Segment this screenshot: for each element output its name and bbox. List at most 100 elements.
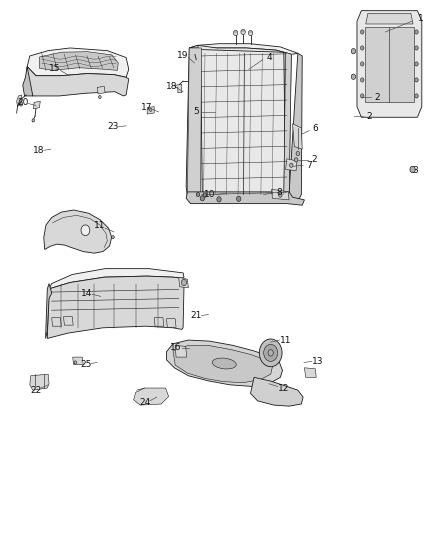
Circle shape xyxy=(203,193,207,197)
Text: 16: 16 xyxy=(170,343,182,352)
Polygon shape xyxy=(293,124,302,149)
Text: 23: 23 xyxy=(107,123,119,131)
Circle shape xyxy=(410,166,415,173)
Circle shape xyxy=(290,163,293,167)
Polygon shape xyxy=(147,107,154,114)
Circle shape xyxy=(264,344,278,361)
Polygon shape xyxy=(64,317,73,325)
Text: 1: 1 xyxy=(417,14,424,22)
Text: 7: 7 xyxy=(306,161,312,169)
Text: 18: 18 xyxy=(33,146,44,155)
Circle shape xyxy=(415,62,418,66)
Circle shape xyxy=(237,196,241,201)
Polygon shape xyxy=(175,84,182,93)
Polygon shape xyxy=(134,388,169,405)
Text: 24: 24 xyxy=(139,399,150,407)
Polygon shape xyxy=(17,95,22,107)
Polygon shape xyxy=(286,159,297,171)
Circle shape xyxy=(415,94,418,98)
Circle shape xyxy=(81,225,90,236)
Circle shape xyxy=(196,192,200,197)
Polygon shape xyxy=(179,277,188,288)
Polygon shape xyxy=(44,210,112,253)
Text: 6: 6 xyxy=(312,125,318,133)
Circle shape xyxy=(248,30,253,36)
Polygon shape xyxy=(25,67,129,96)
Polygon shape xyxy=(27,48,129,77)
Polygon shape xyxy=(46,284,52,338)
Text: 11: 11 xyxy=(280,336,291,344)
Polygon shape xyxy=(47,276,184,338)
Circle shape xyxy=(241,29,245,35)
Circle shape xyxy=(360,30,364,34)
Polygon shape xyxy=(186,45,198,200)
Ellipse shape xyxy=(212,358,236,369)
Circle shape xyxy=(360,62,364,66)
Circle shape xyxy=(294,158,298,162)
Polygon shape xyxy=(73,357,83,365)
Text: 4: 4 xyxy=(266,53,272,61)
Text: 21: 21 xyxy=(191,311,202,320)
Polygon shape xyxy=(189,44,298,54)
Circle shape xyxy=(360,46,364,50)
Polygon shape xyxy=(52,318,61,326)
Text: 18: 18 xyxy=(166,82,177,91)
Circle shape xyxy=(351,49,356,54)
Text: 19: 19 xyxy=(177,51,189,60)
Circle shape xyxy=(181,279,187,286)
Circle shape xyxy=(360,94,364,98)
Circle shape xyxy=(259,339,282,367)
Polygon shape xyxy=(304,368,316,377)
Polygon shape xyxy=(187,48,201,198)
Polygon shape xyxy=(166,319,176,327)
Text: 14: 14 xyxy=(81,289,92,297)
Text: 3: 3 xyxy=(412,166,418,175)
Polygon shape xyxy=(284,52,291,198)
Circle shape xyxy=(74,361,77,364)
Polygon shape xyxy=(175,345,187,357)
Polygon shape xyxy=(173,345,272,383)
Text: 25: 25 xyxy=(80,360,92,369)
Polygon shape xyxy=(193,60,200,68)
Polygon shape xyxy=(289,53,302,201)
Text: 2: 2 xyxy=(375,93,380,101)
Circle shape xyxy=(296,151,300,156)
Polygon shape xyxy=(33,101,40,109)
Polygon shape xyxy=(251,377,303,406)
Polygon shape xyxy=(366,13,413,24)
Text: 15: 15 xyxy=(49,64,60,72)
Circle shape xyxy=(415,30,418,34)
Circle shape xyxy=(200,196,205,201)
Text: 12: 12 xyxy=(278,384,290,392)
Circle shape xyxy=(233,30,238,36)
Circle shape xyxy=(279,193,282,197)
Circle shape xyxy=(415,46,418,50)
Polygon shape xyxy=(23,67,33,96)
Circle shape xyxy=(112,236,114,239)
Circle shape xyxy=(360,78,364,82)
Text: 11: 11 xyxy=(94,222,106,230)
Polygon shape xyxy=(357,11,422,117)
Text: 13: 13 xyxy=(312,357,324,366)
Circle shape xyxy=(149,108,152,111)
Polygon shape xyxy=(272,189,289,200)
Circle shape xyxy=(19,102,23,106)
Circle shape xyxy=(351,74,356,79)
Polygon shape xyxy=(39,52,118,70)
Circle shape xyxy=(268,350,273,356)
Polygon shape xyxy=(365,27,414,102)
Polygon shape xyxy=(166,340,283,386)
Circle shape xyxy=(217,197,221,202)
Polygon shape xyxy=(198,45,291,203)
Circle shape xyxy=(32,119,35,122)
Text: 8: 8 xyxy=(276,189,283,197)
Polygon shape xyxy=(154,318,164,326)
Text: 2: 2 xyxy=(366,112,371,120)
Polygon shape xyxy=(190,52,199,60)
Text: 5: 5 xyxy=(193,108,199,116)
Text: 20: 20 xyxy=(17,98,28,107)
Polygon shape xyxy=(186,192,304,205)
Circle shape xyxy=(415,78,418,82)
Polygon shape xyxy=(49,269,184,289)
Polygon shape xyxy=(30,374,49,390)
